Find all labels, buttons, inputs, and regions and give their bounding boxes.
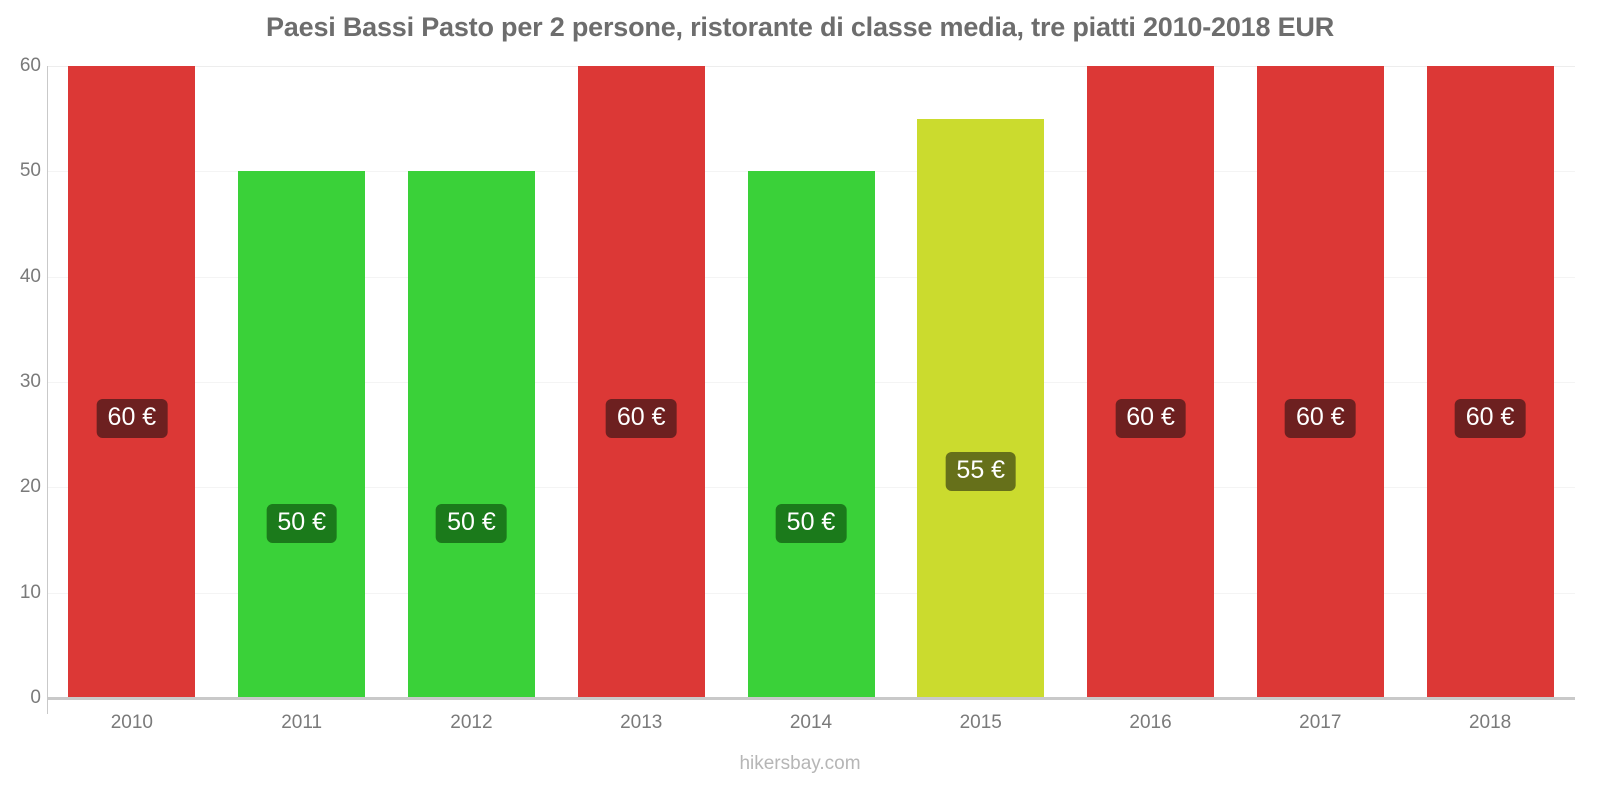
x-axis-tick-label: 2018 bbox=[1468, 712, 1512, 733]
x-axis-tick-label: 2012 bbox=[450, 712, 493, 733]
bar-value-label: 60 € bbox=[1284, 399, 1356, 438]
footer-credit: hikersbay.com bbox=[739, 753, 861, 774]
y-axis-tick-label: 50 bbox=[19, 160, 41, 182]
bar-value-label: 60 € bbox=[1115, 399, 1186, 438]
bar[interactable]: 60 € bbox=[1426, 66, 1554, 698]
y-axis-tick-label: 30 bbox=[19, 371, 41, 392]
bar-value-label: 50 € bbox=[436, 504, 507, 544]
bar[interactable]: 60 € bbox=[577, 66, 705, 698]
bar[interactable]: 50 € bbox=[238, 171, 366, 698]
x-axis-tick-label: 2013 bbox=[620, 712, 663, 733]
plot-area: 60 € 50 € 50 € 60 € 50 € 55 € 60 € 60 € 60 € bbox=[47, 66, 1575, 699]
x-axis-spine bbox=[47, 697, 1575, 700]
bar-value-label: 55 € bbox=[945, 451, 1017, 491]
bar-value-label: 50 € bbox=[775, 504, 847, 544]
y-axis-spine bbox=[47, 66, 48, 714]
x-axis-tick-label: 2017 bbox=[1299, 712, 1342, 733]
y-axis-tick-label: 0 bbox=[30, 687, 41, 708]
y-axis-tick-label: 60 bbox=[19, 55, 41, 76]
bar[interactable]: 50 € bbox=[747, 171, 875, 698]
x-axis-tick-label: 2011 bbox=[281, 712, 323, 733]
y-axis-tick-label: 20 bbox=[19, 476, 41, 498]
x-axis-tick-label: 2010 bbox=[110, 712, 154, 733]
bar[interactable]: 60 € bbox=[68, 66, 196, 698]
x-axis-tick-label: 2014 bbox=[789, 712, 833, 733]
y-axis-tick-label: 40 bbox=[19, 265, 41, 287]
chart-title: Paesi Bassi Pasto per 2 persone, ristora… bbox=[266, 12, 1334, 42]
bar-value-label: 60 € bbox=[96, 399, 168, 438]
gridline bbox=[47, 66, 1575, 67]
bar-value-label: 50 € bbox=[266, 504, 337, 544]
bar[interactable]: 60 € bbox=[1256, 66, 1384, 698]
bar-value-label: 60 € bbox=[1454, 399, 1526, 438]
bar-value-label: 60 € bbox=[605, 399, 677, 438]
bar[interactable]: 50 € bbox=[407, 171, 535, 698]
bar[interactable]: 60 € bbox=[1087, 66, 1215, 698]
bar[interactable]: 55 € bbox=[917, 118, 1045, 698]
x-axis-tick-label: 2016 bbox=[1129, 712, 1172, 733]
y-axis-tick-label: 10 bbox=[19, 581, 41, 603]
x-axis-tick-label: 2015 bbox=[959, 712, 1002, 733]
